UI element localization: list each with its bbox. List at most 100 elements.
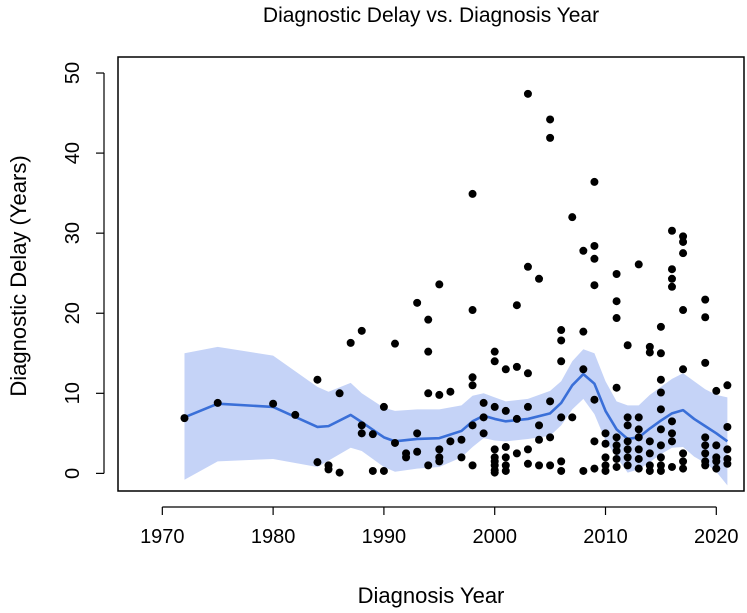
data-point: [667, 265, 676, 274]
data-point: [723, 459, 732, 468]
data-point: [701, 313, 710, 322]
data-point: [656, 388, 665, 397]
data-point: [590, 177, 599, 186]
data-point: [612, 441, 621, 450]
data-point: [535, 435, 544, 444]
data-point: [523, 445, 532, 454]
y-tick-label: 50: [62, 62, 84, 84]
data-point: [546, 397, 555, 406]
data-point: [712, 464, 721, 473]
data-point: [490, 357, 499, 366]
data-point: [501, 466, 510, 475]
data-point: [623, 461, 632, 470]
data-point: [701, 449, 710, 458]
data-point: [612, 383, 621, 392]
data-point: [612, 297, 621, 306]
y-tick-label: 30: [62, 222, 84, 244]
data-point: [645, 461, 654, 470]
data-point: [435, 280, 444, 289]
y-tick-label: 0: [62, 468, 84, 479]
data-point: [501, 453, 510, 462]
data-point: [501, 365, 510, 374]
data-point: [667, 437, 676, 446]
data-point: [667, 462, 676, 471]
data-point: [601, 429, 610, 438]
x-tick-label: 1980: [251, 526, 296, 548]
x-tick-label: 2010: [583, 526, 628, 548]
x-tick-label: 1970: [140, 526, 185, 548]
data-point: [623, 453, 632, 462]
data-point: [490, 402, 499, 411]
y-tick-label: 20: [62, 302, 84, 324]
data-point: [679, 365, 688, 374]
x-tick-label: 1990: [362, 526, 407, 548]
data-point: [180, 414, 189, 423]
data-point: [679, 457, 688, 466]
data-point: [501, 406, 510, 415]
data-point: [468, 373, 477, 382]
data-point: [413, 447, 422, 456]
data-point: [723, 381, 732, 390]
data-point: [523, 402, 532, 411]
data-point: [546, 115, 555, 124]
data-point: [634, 464, 643, 473]
data-point: [512, 414, 521, 423]
data-point: [313, 375, 322, 384]
data-point: [634, 433, 643, 442]
data-point: [523, 89, 532, 98]
data-point: [590, 437, 599, 446]
data-point: [579, 246, 588, 255]
data-point: [645, 342, 654, 351]
data-point: [623, 437, 632, 446]
y-axis-title: Diagnostic Delay (Years): [6, 155, 31, 396]
data-point: [402, 453, 411, 462]
data-point: [590, 241, 599, 250]
data-point: [357, 429, 366, 438]
data-point: [656, 453, 665, 462]
data-point: [512, 449, 521, 458]
x-tick-label: 2020: [694, 526, 739, 548]
data-point: [557, 457, 566, 466]
data-point: [601, 453, 610, 462]
data-point: [368, 466, 377, 475]
data-point: [457, 435, 466, 444]
data-point: [656, 441, 665, 450]
data-point: [546, 133, 555, 142]
data-point: [634, 260, 643, 269]
data-point: [623, 445, 632, 454]
x-tick-label: 2000: [472, 526, 517, 548]
data-point: [601, 439, 610, 448]
data-point: [667, 226, 676, 235]
data-point: [612, 446, 621, 455]
data-point: [645, 449, 654, 458]
data-point: [679, 449, 688, 458]
trend-line: [183, 372, 729, 443]
data-point: [723, 422, 732, 431]
data-point: [579, 365, 588, 374]
data-point: [656, 461, 665, 470]
data-point: [368, 430, 377, 439]
trend-line-layer: [183, 372, 729, 443]
data-point: [557, 326, 566, 335]
data-point: [557, 413, 566, 422]
data-point: [557, 336, 566, 345]
data-point: [656, 405, 665, 414]
data-point: [346, 338, 355, 347]
data-point: [645, 348, 654, 357]
data-point: [679, 249, 688, 258]
data-point: [590, 464, 599, 473]
data-point: [413, 429, 422, 438]
data-point: [712, 457, 721, 466]
data-point: [357, 326, 366, 335]
data-point: [501, 442, 510, 451]
data-point: [557, 357, 566, 366]
data-point: [701, 441, 710, 450]
data-point: [490, 347, 499, 356]
data-point: [535, 421, 544, 430]
data-point: [269, 399, 278, 408]
data-point: [656, 349, 665, 358]
data-point: [446, 387, 455, 396]
data-point: [579, 466, 588, 475]
data-point: [667, 282, 676, 291]
data-point: [468, 461, 477, 470]
